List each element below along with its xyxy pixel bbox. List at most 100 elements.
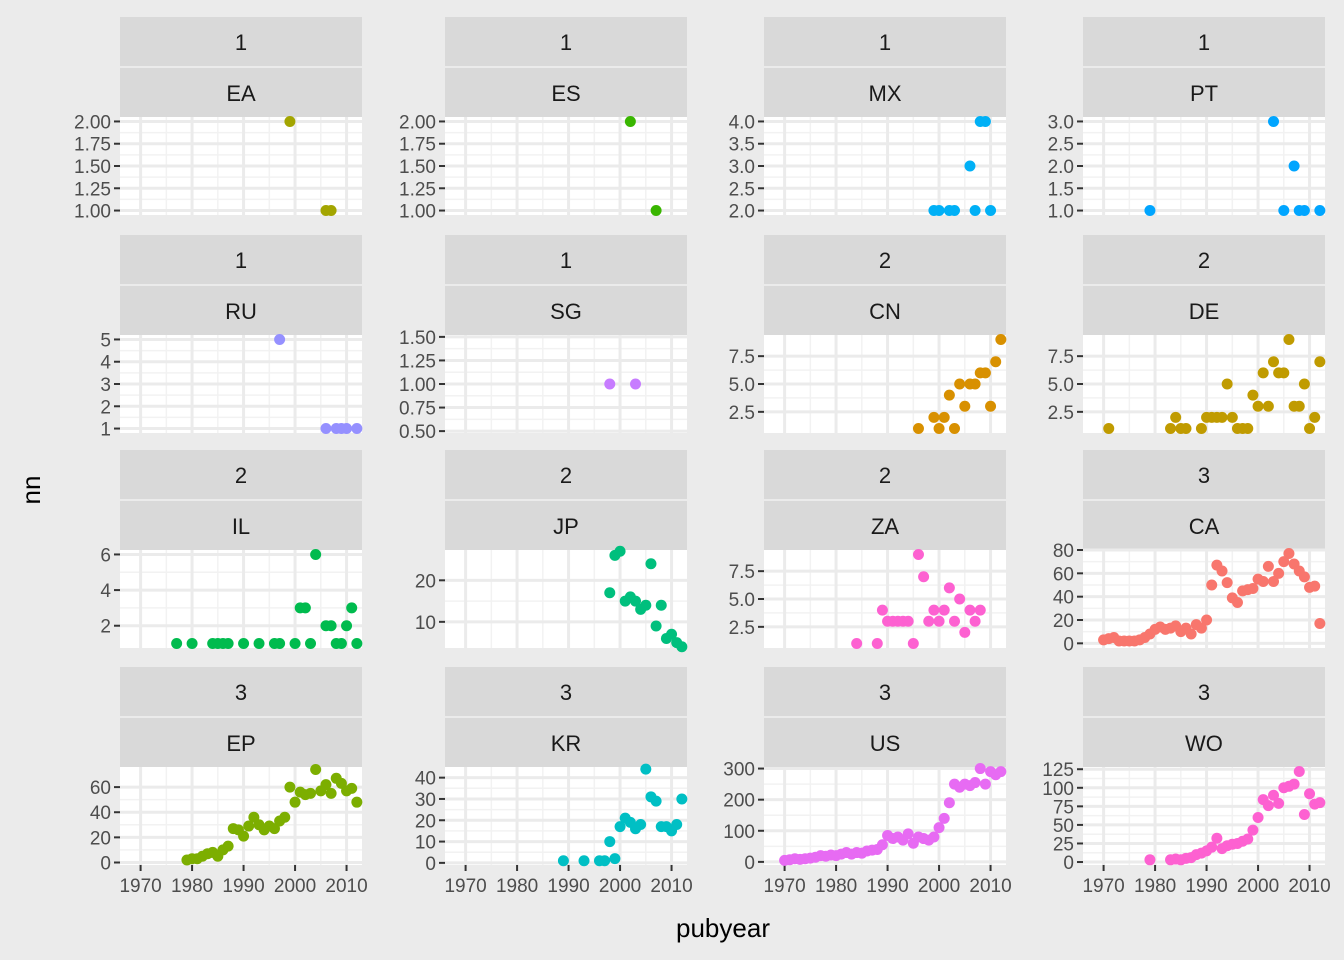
data-point [289, 796, 301, 808]
data-point [1298, 809, 1310, 821]
y-tick-label: 5.0 [729, 590, 755, 611]
data-point [222, 840, 234, 852]
y-tick-label: 0 [744, 853, 755, 874]
strip-label-bottom: EA [226, 81, 256, 106]
data-point [959, 626, 971, 638]
x-tick-label: 2000 [918, 876, 960, 897]
data-point [1273, 567, 1285, 579]
data-point [274, 333, 286, 345]
data-point [949, 423, 961, 435]
data-point [918, 571, 930, 583]
data-point [351, 796, 363, 808]
y-tick-label: 4.0 [729, 112, 755, 133]
data-point [1144, 854, 1156, 866]
strip-label-bottom: US [870, 731, 901, 756]
y-tick-label: 10 [415, 833, 436, 854]
strip-label-top: 2 [560, 463, 572, 488]
x-axis-label: pubyear [676, 913, 770, 943]
data-point [995, 333, 1007, 345]
data-point [630, 595, 642, 607]
data-point [1226, 411, 1238, 423]
facet-panel-us: 3 US 0 100 200 300 1970 1980 1990 2000 2010 [723, 667, 1012, 897]
data-point [1273, 797, 1285, 809]
data-point [599, 855, 611, 867]
data-point [335, 638, 347, 650]
y-tick-label: 2.5 [1048, 135, 1074, 156]
strip-label-bottom: KR [551, 731, 582, 756]
y-tick-label: 75 [1053, 797, 1074, 818]
facet-panel-de: 2 DE 2.5 5.0 7.5 [1048, 235, 1326, 435]
facet-panel-ep: 3 EP 0 20 40 60 1970 1980 1990 2000 2010 [90, 667, 368, 897]
strip-label-bottom: RU [225, 299, 257, 324]
data-point [1252, 400, 1264, 412]
y-tick-label: 100 [723, 822, 755, 843]
data-point [1283, 548, 1295, 559]
data-point [341, 423, 353, 435]
strip-label-bottom: DE [1189, 299, 1220, 324]
x-tick-label: 1990 [547, 876, 589, 897]
data-point [959, 400, 971, 412]
data-point [1268, 789, 1280, 801]
data-point [310, 764, 322, 776]
data-point [876, 839, 888, 851]
strip-label-bottom: ES [551, 81, 580, 106]
y-tick-label: 1.00 [399, 375, 436, 396]
data-point [1314, 797, 1326, 809]
x-tick-label: 1990 [222, 876, 264, 897]
data-point [341, 620, 353, 632]
y-tick-label: 3 [100, 375, 111, 396]
data-point [640, 599, 652, 611]
data-point [604, 836, 616, 848]
strip-label-top: 2 [879, 248, 891, 273]
data-point [933, 615, 945, 627]
x-tick-label: 2000 [274, 876, 316, 897]
data-point [907, 638, 919, 650]
data-point [943, 389, 955, 401]
data-point [289, 638, 301, 650]
y-tick-label: 0 [1063, 634, 1074, 655]
facet-panel-il: 2 IL 2 4 6 [100, 450, 363, 650]
y-tick-label: 1.25 [399, 351, 436, 372]
y-tick-label: 20 [415, 571, 436, 592]
y-tick-label: 200 [723, 791, 755, 812]
x-tick-label: 2010 [325, 876, 367, 897]
data-point [979, 115, 991, 127]
data-point [985, 400, 997, 412]
strip-label-top: 1 [235, 30, 247, 55]
y-tick-label: 30 [415, 790, 436, 811]
data-point [630, 378, 642, 390]
x-tick-label: 2010 [969, 876, 1011, 897]
data-point [284, 115, 296, 127]
data-point [1309, 580, 1321, 592]
data-point [325, 787, 337, 799]
y-tick-label: 40 [1053, 588, 1074, 609]
strip-label-top: 1 [560, 248, 572, 273]
data-point [1268, 356, 1280, 368]
data-point [974, 604, 986, 616]
data-point [1268, 115, 1280, 127]
data-point [279, 811, 291, 823]
data-point [676, 793, 688, 805]
data-point [1247, 824, 1259, 836]
data-point [274, 638, 286, 650]
x-tick-label: 1980 [1134, 876, 1176, 897]
strip-label-top: 2 [235, 463, 247, 488]
y-tick-label: 2.0 [1048, 157, 1074, 178]
panels-layer: 1EA1.001.251.501.752.001ES1.001.251.501.… [74, 17, 1331, 897]
data-point [666, 628, 678, 640]
y-tick-label: 1.25 [74, 179, 111, 200]
data-point [1242, 423, 1254, 435]
data-point [635, 819, 647, 831]
data-point [938, 604, 950, 616]
y-tick-label: 5.0 [1048, 375, 1074, 396]
data-point [1304, 423, 1316, 435]
y-tick-label: 1.00 [399, 202, 436, 223]
data-point [912, 423, 924, 435]
y-tick-label: 0.50 [399, 422, 436, 443]
data-point [1206, 579, 1218, 591]
data-point [351, 423, 363, 435]
facet-panel-sg: 1 SG 0.500.75 1.00 1.251.50 [399, 235, 687, 443]
y-tick-label: 2 [100, 617, 111, 638]
y-tick-label: 1.25 [399, 179, 436, 200]
